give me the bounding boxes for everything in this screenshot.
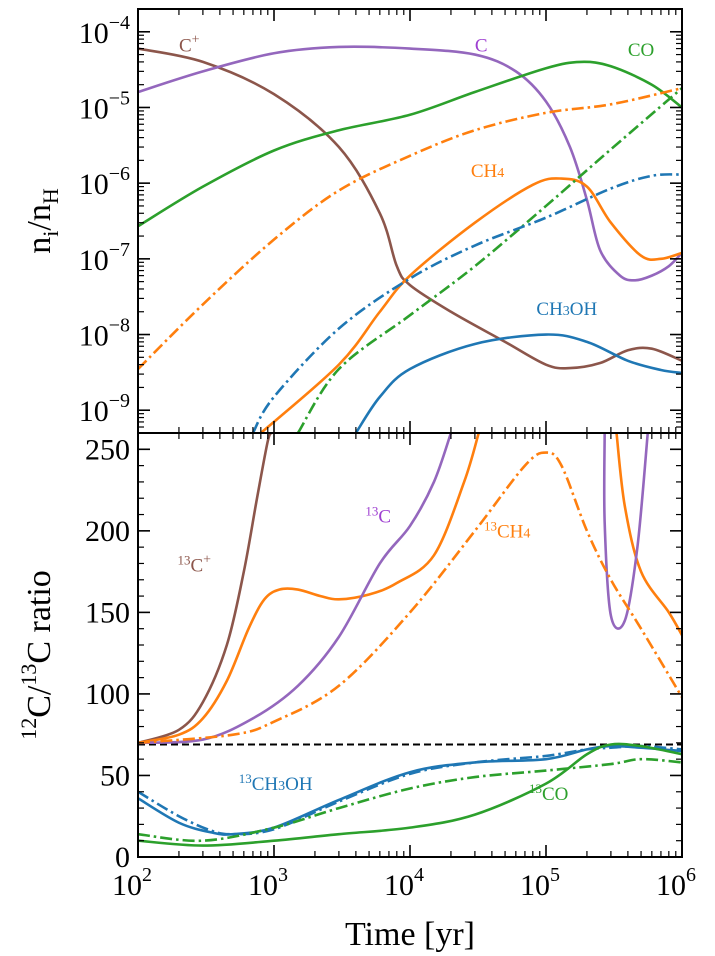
bottom-panel: 0 50 100 150 200 250 102 103 104 105 106 12C/13C ra…	[16, 432, 696, 953]
bottom-series-line-2	[615, 433, 682, 636]
top-annotation-4: CH3OH	[536, 299, 597, 320]
bottom-ytick-label-2: 100	[85, 678, 130, 711]
top-ytick-label-2: 10−7	[79, 239, 130, 277]
top-plot-area	[138, 45, 682, 433]
top-ticks	[137, 8, 683, 434]
bottom-series-line-0	[138, 433, 273, 745]
bottom-series-line-9	[138, 757, 682, 843]
bottom-ytick-label-4: 200	[85, 515, 130, 548]
top-annotation-0: C+	[179, 32, 200, 56]
top-series-line-2	[138, 60, 682, 228]
top-annotation-1: C	[475, 35, 488, 56]
bottom-series-line-4	[602, 433, 650, 630]
top-ytick-label-5: 10−4	[79, 12, 130, 50]
bottom-series-line-7	[138, 744, 682, 836]
top-series-line-4	[354, 333, 682, 433]
bottom-annotation-3: 13CH3OH	[239, 771, 313, 795]
bottom-ytick-label-3: 150	[85, 596, 130, 629]
bottom-ytick-label-0: 0	[115, 841, 130, 874]
bottom-ticks	[137, 432, 683, 858]
xtick-label-4: 106	[656, 864, 696, 902]
bottom-ylabel: 12C/13C ratio	[16, 570, 58, 740]
bottom-ytick-label-1: 50	[100, 759, 130, 792]
bottom-annotation-0: 13C+	[177, 553, 211, 577]
bottom-annotation-2: 13CH4	[484, 518, 530, 542]
top-annotation-2: CO	[628, 40, 654, 61]
bottom-series-line-6	[138, 744, 682, 836]
bottom-series-line-8	[138, 742, 682, 847]
xtick-label-3: 105	[520, 864, 560, 902]
bottom-annotation-4: 13CO	[529, 781, 568, 805]
top-ytick-label-0: 10−9	[79, 390, 130, 428]
xtick-label-2: 104	[384, 864, 424, 902]
bottom-axes-frame	[137, 432, 683, 858]
xtick-label-1: 103	[248, 864, 288, 902]
top-ylabel: ni/nH	[21, 188, 63, 254]
top-series-line-5	[138, 86, 682, 370]
bottom-annotation-1: 13C	[365, 504, 391, 528]
bottom-ytick-label-5: 250	[85, 433, 130, 466]
top-series-line-7	[251, 173, 682, 433]
top-ytick-label-3: 10−6	[79, 163, 130, 201]
top-series-line-6	[296, 87, 682, 433]
top-series-line-3	[259, 177, 682, 433]
top-ytick-label-1: 10−8	[79, 315, 130, 353]
top-ytick-label-4: 10−5	[79, 87, 130, 125]
xlabel: Time [yr]	[345, 916, 475, 953]
bottom-plot-area	[138, 433, 682, 847]
top-series-line-1	[138, 45, 682, 282]
top-annotation-3: CH4	[471, 161, 504, 182]
bottom-series-line-5	[138, 451, 682, 745]
bottom-series-line-1	[138, 433, 480, 745]
top-panel: 10−9 10−8 10−7 10−6 10−5 10−4 ni/nH C+ C CO CH4 CH3…	[21, 8, 683, 434]
xtick-label-0: 102	[112, 864, 152, 902]
